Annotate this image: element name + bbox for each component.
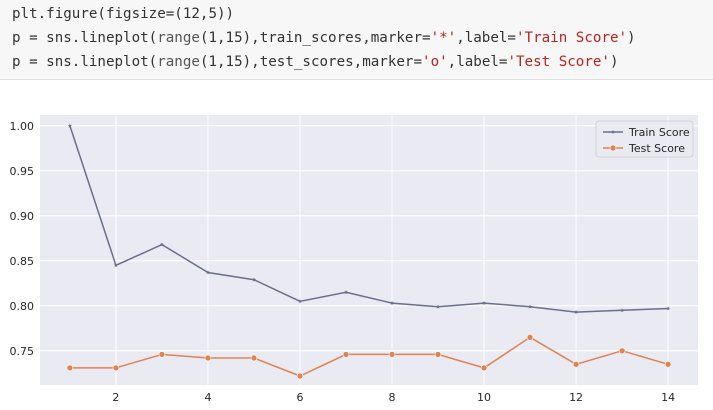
data-point: [434, 351, 442, 358]
data-point: [527, 304, 533, 309]
axis-ticks: 0.75 0.80 0.85 0.90 0.95 1.00 2 4 6 8 10 12 14: [10, 120, 676, 404]
x-tick-label: 8: [389, 391, 396, 404]
data-point: [296, 372, 304, 380]
x-tick-label: 6: [296, 391, 303, 404]
y-tick-label: 0.90: [10, 210, 35, 223]
data-point: [481, 300, 487, 305]
data-point: [619, 308, 625, 313]
code-token: ): [609, 54, 619, 70]
legend-marker: [609, 144, 617, 152]
data-point: [113, 263, 119, 268]
data-point: [112, 364, 120, 372]
code-keyword-token: range: [157, 30, 200, 46]
code-token: p = sns.lineplot(: [12, 54, 158, 70]
legend: Train Score Test Score: [595, 120, 694, 158]
data-point: [343, 290, 349, 295]
code-line: p = sns.lineplot(range(1,15),train_score…: [12, 26, 713, 50]
code-token: (1,15),train_scores,marker=: [199, 30, 431, 46]
output-area: 0.75 0.80 0.85 0.90 0.95 1.00 2 4 6 8 10 12 14 Train…: [0, 80, 713, 410]
data-point: [342, 351, 350, 358]
code-keyword-token: range: [157, 54, 200, 70]
grid-lines: [40, 115, 698, 385]
series-line: [69, 125, 669, 313]
code-token: (1,15),test_scores,marker=: [199, 54, 423, 70]
legend-item: Test Score: [603, 142, 685, 155]
code-string-token: 'o': [422, 54, 448, 70]
y-tick-label: 0.95: [10, 165, 35, 178]
data-point: [389, 300, 395, 305]
data-point: [159, 242, 165, 247]
code-cell[interactable]: plt.figure(figsize=(12,5)) p = sns.linepl…: [0, 0, 713, 80]
data-point: [572, 360, 580, 368]
code-string-token: 'Test Score': [507, 54, 610, 70]
data-point: [251, 277, 257, 282]
data-point: [664, 360, 672, 368]
x-tick-label: 10: [477, 391, 491, 404]
series-test-score: [66, 333, 672, 380]
legend-item: Train Score: [603, 126, 690, 139]
y-tick-label: 0.80: [10, 300, 35, 313]
data-point: [250, 354, 258, 362]
legend-label: Train Score: [628, 126, 690, 139]
code-line: p = sns.lineplot(range(1,15),test_scores…: [12, 50, 713, 74]
y-tick-label: 0.75: [10, 345, 35, 358]
code-token: p = sns.lineplot(: [12, 30, 158, 46]
code-token: ,label=: [447, 54, 508, 70]
data-point: [666, 306, 671, 311]
code-string-token: 'Train Score': [515, 30, 628, 46]
data-point: [67, 123, 72, 128]
data-point: [526, 333, 534, 341]
code-token: ,label=: [456, 30, 516, 46]
y-tick-label: 0.85: [10, 255, 35, 268]
code-line: plt.figure(figsize=(12,5)): [12, 2, 713, 26]
data-point: [66, 364, 74, 372]
code-token: ): [627, 30, 636, 46]
data-point: [297, 299, 303, 304]
x-tick-label: 4: [204, 391, 211, 404]
code-token: plt.figure(figsize=(12,5)): [12, 6, 235, 22]
series-train-score: [67, 123, 671, 314]
x-tick-label: 12: [569, 391, 583, 404]
legend-label: Test Score: [628, 142, 685, 155]
series-line: [69, 336, 669, 377]
y-tick-label: 1.00: [10, 120, 35, 133]
data-point: [618, 347, 626, 355]
data-point: [158, 351, 166, 358]
x-tick-label: 14: [661, 391, 675, 404]
series-lines: [66, 123, 672, 380]
x-tick-label: 2: [112, 391, 119, 404]
legend-marker: [610, 129, 616, 134]
data-point: [573, 309, 579, 314]
data-point: [388, 351, 396, 358]
line-chart: 0.75 0.80 0.85 0.90 0.95 1.00 2 4 6 8 10 12 14 Train…: [10, 115, 698, 404]
code-string-token: '*': [430, 30, 457, 46]
code-editor[interactable]: plt.figure(figsize=(12,5)) p = sns.linepl…: [12, 2, 713, 74]
data-point: [205, 270, 211, 275]
data-point: [480, 364, 488, 372]
data-point: [435, 304, 441, 309]
data-point: [204, 354, 212, 362]
